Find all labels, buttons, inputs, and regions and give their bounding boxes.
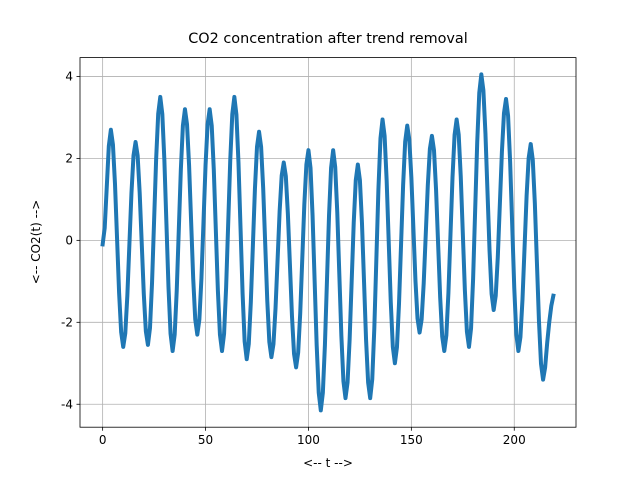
x-tick-label: 0 bbox=[99, 433, 107, 447]
data-line bbox=[100, 72, 556, 413]
plot bbox=[100, 72, 556, 413]
x-tick-label: 50 bbox=[198, 433, 213, 447]
y-axis-label: <-- CO2(t) --> bbox=[29, 200, 43, 285]
x-tick-label: 150 bbox=[400, 433, 423, 447]
chart-title: CO2 concentration after trend removal bbox=[188, 31, 468, 47]
y-tick-label: 0 bbox=[65, 233, 73, 247]
y-tick-label: 4 bbox=[65, 69, 73, 83]
x-tick-label: 100 bbox=[297, 433, 320, 447]
y-tick-label: -2 bbox=[61, 315, 73, 329]
x-tick-label: 200 bbox=[503, 433, 526, 447]
y-tick-label: 2 bbox=[65, 151, 73, 165]
ticks: 0 50 100 150 200 -4 -2 0 2 4 bbox=[61, 69, 526, 447]
x-axis-label: <-- t --> bbox=[303, 456, 353, 470]
y-tick-label: -4 bbox=[61, 397, 73, 411]
axes-frame bbox=[79, 57, 577, 428]
